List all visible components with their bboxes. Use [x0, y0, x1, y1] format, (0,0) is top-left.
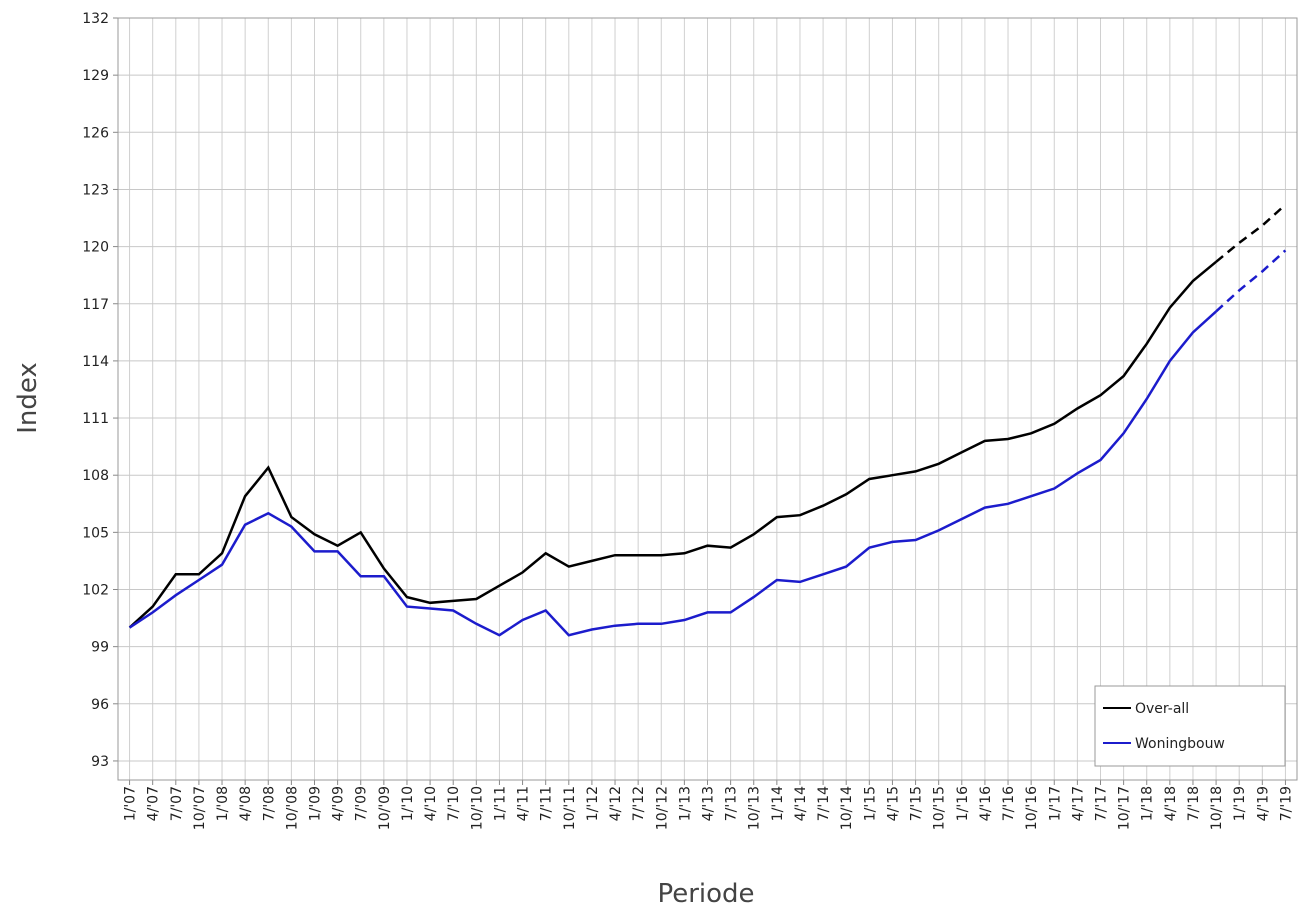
y-tick-label: 120: [82, 240, 109, 256]
y-tick-label: 117: [82, 297, 109, 313]
x-tick-label: 4/'08: [238, 786, 254, 821]
y-tick-label: 129: [82, 68, 109, 84]
x-tick-label: 10/'09: [377, 786, 393, 830]
x-tick-label: 4/'14: [793, 786, 809, 821]
x-tick-label: 4/'10: [423, 786, 439, 821]
legend-box: [1094, 685, 1286, 767]
x-tick-label: 1/'13: [677, 786, 693, 821]
x-tick-label: 7/'11: [539, 786, 555, 821]
x-tick-label: 7/'19: [1278, 786, 1294, 821]
forecast-line: [1215, 203, 1287, 263]
y-tick-label: 108: [82, 468, 109, 484]
x-tick-label: 10/'18: [1209, 786, 1225, 830]
x-tick-label: 7/'08: [261, 786, 277, 821]
y-axis-title: Index: [13, 362, 43, 434]
x-tick-label: 10/'16: [1024, 786, 1040, 830]
x-tick-label: 7/'09: [354, 786, 370, 821]
x-tick-label: 1/'18: [1140, 786, 1156, 821]
x-tick-label: 7/'18: [1186, 786, 1202, 821]
x-tick-label: 10/'15: [932, 786, 948, 830]
y-tick-label: 96: [91, 697, 109, 713]
x-tick-label: 10/'17: [1117, 786, 1133, 830]
x-tick-label: 4/'12: [608, 786, 624, 821]
x-tick-label: 10/'12: [654, 786, 670, 830]
y-tick-label: 105: [82, 525, 109, 541]
x-tick-label: 4/'19: [1255, 786, 1271, 821]
x-tick-label: 1/'07: [123, 786, 139, 821]
legend-label: Woningbouw: [1135, 736, 1225, 752]
x-tick-label: 1/'11: [492, 786, 508, 821]
x-tick-label: 10/'13: [747, 786, 763, 830]
x-tick-label: 1/'16: [955, 786, 971, 821]
x-tick-label: 10/'08: [284, 786, 300, 830]
x-tick-label: 7/'15: [909, 786, 925, 821]
x-tick-label: 4/'18: [1163, 786, 1179, 821]
y-tick-label: 111: [82, 411, 109, 427]
x-tick-label: 7/'12: [631, 786, 647, 821]
y-tick-label: 126: [82, 125, 109, 141]
plot-border: [117, 17, 1298, 781]
x-tick-label: 4/'07: [146, 786, 162, 821]
x-tick-label: 1/'10: [400, 786, 416, 821]
x-tick-label: 7/'07: [169, 786, 185, 821]
x-tick-label: 1/'19: [1232, 786, 1248, 821]
forecast-line: [1215, 249, 1287, 313]
legend-label: Over-all: [1135, 701, 1189, 717]
y-tick-label: 102: [82, 583, 109, 599]
x-tick-label: 4/'09: [331, 786, 347, 821]
x-tick-label: 4/'13: [701, 786, 717, 821]
y-tick-label: 99: [91, 640, 109, 656]
x-tick-label: 7/'14: [816, 786, 832, 821]
x-tick-label: 10/'07: [192, 786, 208, 830]
y-tick-label: 93: [91, 754, 109, 770]
x-tick-label: 7/'16: [1001, 786, 1017, 821]
x-tick-label: 10/'14: [839, 786, 855, 830]
x-tick-label: 1/'09: [308, 786, 324, 821]
x-tick-label: 1/'15: [862, 786, 878, 821]
x-tick-label: 4/'16: [978, 786, 994, 821]
y-tick-label: 123: [82, 182, 109, 198]
x-tick-label: 7/'13: [724, 786, 740, 821]
x-tick-label: 4/'17: [1070, 786, 1086, 821]
x-tick-label: 4/'15: [885, 786, 901, 821]
series-line: [128, 260, 1217, 629]
x-tick-label: 4/'11: [516, 786, 532, 821]
y-tick-label: 114: [82, 354, 109, 370]
x-tick-label: 7/'17: [1094, 786, 1110, 821]
series-line: [128, 310, 1217, 637]
x-tick-label: 1/'12: [585, 786, 601, 821]
x-tick-label: 10/'11: [562, 786, 578, 830]
y-tick-label: 132: [82, 11, 109, 27]
x-axis-title: Periode: [657, 879, 754, 909]
x-tick-label: 1/'14: [770, 786, 786, 821]
x-tick-label: 7/'10: [446, 786, 462, 821]
x-tick-label: 1/'08: [215, 786, 231, 821]
x-tick-label: 10/'10: [469, 786, 485, 830]
x-tick-label: 1/'17: [1047, 786, 1063, 821]
